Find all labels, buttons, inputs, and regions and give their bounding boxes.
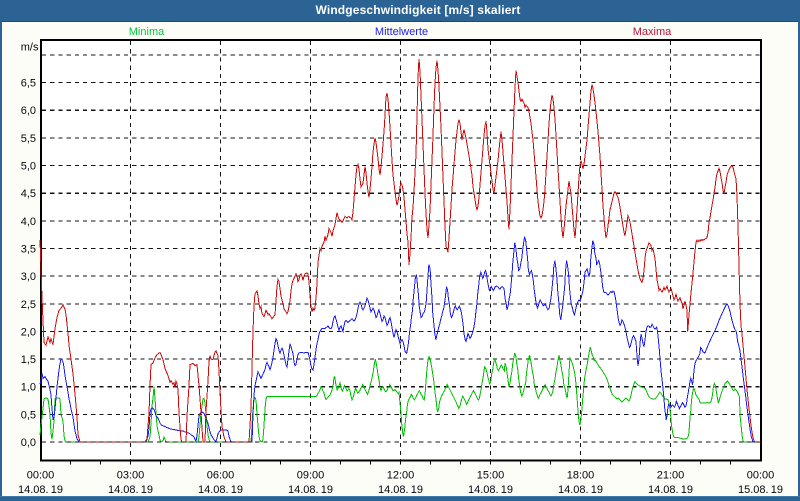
svg-text:03:00: 03:00 [117,470,145,482]
svg-text:0,0: 0,0 [21,437,36,449]
svg-text:14.08. 19: 14.08. 19 [648,484,693,496]
svg-text:6,5: 6,5 [21,78,36,90]
svg-text:14.08. 19: 14.08. 19 [558,484,603,496]
svg-text:3,5: 3,5 [21,244,36,256]
svg-text:3,0: 3,0 [21,271,36,283]
svg-text:5,5: 5,5 [21,133,36,145]
svg-text:00:00: 00:00 [747,470,775,482]
svg-text:1,5: 1,5 [21,354,36,366]
svg-text:14.08. 19: 14.08. 19 [378,484,423,496]
svg-text:14.08. 19: 14.08. 19 [108,484,153,496]
svg-text:12:00: 12:00 [387,470,415,482]
svg-text:6,0: 6,0 [21,105,36,117]
svg-text:15.08. 19: 15.08. 19 [738,484,783,496]
svg-text:06:00: 06:00 [207,470,235,482]
svg-text:14.08. 19: 14.08. 19 [288,484,333,496]
svg-text:00:00: 00:00 [27,470,55,482]
svg-text:5,0: 5,0 [21,161,36,173]
svg-text:4,0: 4,0 [21,216,36,228]
svg-text:14.08. 19: 14.08. 19 [198,484,243,496]
svg-text:21:00: 21:00 [657,470,685,482]
svg-text:15:00: 15:00 [477,470,505,482]
svg-text:m/s: m/s [21,42,39,54]
svg-text:0,5: 0,5 [21,409,36,421]
svg-text:18:00: 18:00 [567,470,595,482]
svg-text:2,5: 2,5 [21,299,36,311]
svg-text:4,5: 4,5 [21,188,36,200]
svg-text:1,0: 1,0 [21,382,36,394]
svg-text:2,0: 2,0 [21,326,36,338]
svg-text:14.08. 19: 14.08. 19 [18,484,63,496]
svg-text:14.08. 19: 14.08. 19 [468,484,513,496]
svg-text:09:00: 09:00 [297,470,325,482]
